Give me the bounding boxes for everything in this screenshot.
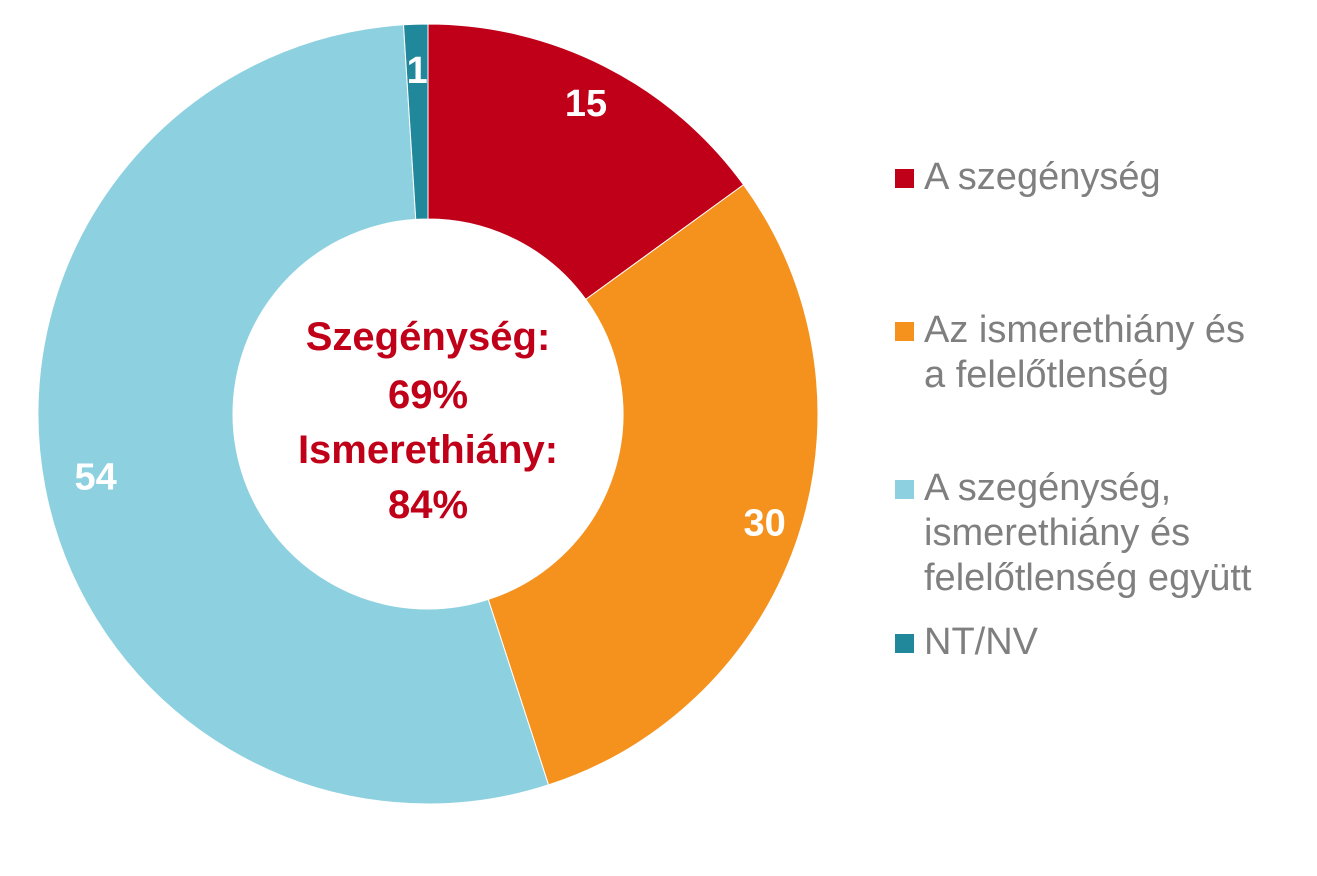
donut-slices <box>37 23 819 805</box>
slice-value-label-3: 1 <box>407 50 428 92</box>
legend-item-0: A szegénység <box>895 155 1161 200</box>
legend-swatch-2 <box>895 480 914 499</box>
center-summary: Szegénység: 69% Ismerethiány: 84% <box>298 315 558 527</box>
center-text-line-0: Szegénység: <box>306 315 551 359</box>
legend-swatch-0 <box>895 169 914 188</box>
slice-value-labels: 15 30 54 1 <box>75 50 786 544</box>
legend-item-2: A szegénység, ismerethiány és felelőtlen… <box>895 466 1251 601</box>
legend-label-0: A szegénység <box>924 156 1161 198</box>
legend-swatch-3 <box>895 634 914 653</box>
slice-value-label-0: 15 <box>565 83 607 125</box>
center-text-line-2: Ismerethiány: <box>298 428 558 472</box>
legend-label-2: A szegénység, ismerethiány és felelőtlen… <box>924 467 1252 599</box>
donut-slice-3 <box>402 23 429 220</box>
legend-swatch-1 <box>895 322 914 341</box>
legend-label-3: NT/NV <box>924 621 1038 663</box>
donut-slice-1 <box>487 184 819 786</box>
slice-value-label-1: 30 <box>743 502 785 544</box>
legend-item-3: NT/NV <box>895 620 1038 665</box>
center-text-line-3: 84% <box>388 483 468 527</box>
donut-slice-0 <box>427 23 745 301</box>
center-text-line-1: 69% <box>388 373 468 417</box>
slice-value-label-2: 54 <box>75 456 117 498</box>
legend-label-1: Az ismerethiány és a felelőtlenség <box>924 309 1246 396</box>
legend: A szegénység Az ismerethiány és a felelő… <box>895 0 1305 876</box>
legend-item-1: Az ismerethiány és a felelőtlenség <box>895 308 1245 398</box>
donut-slice-2 <box>37 24 550 805</box>
